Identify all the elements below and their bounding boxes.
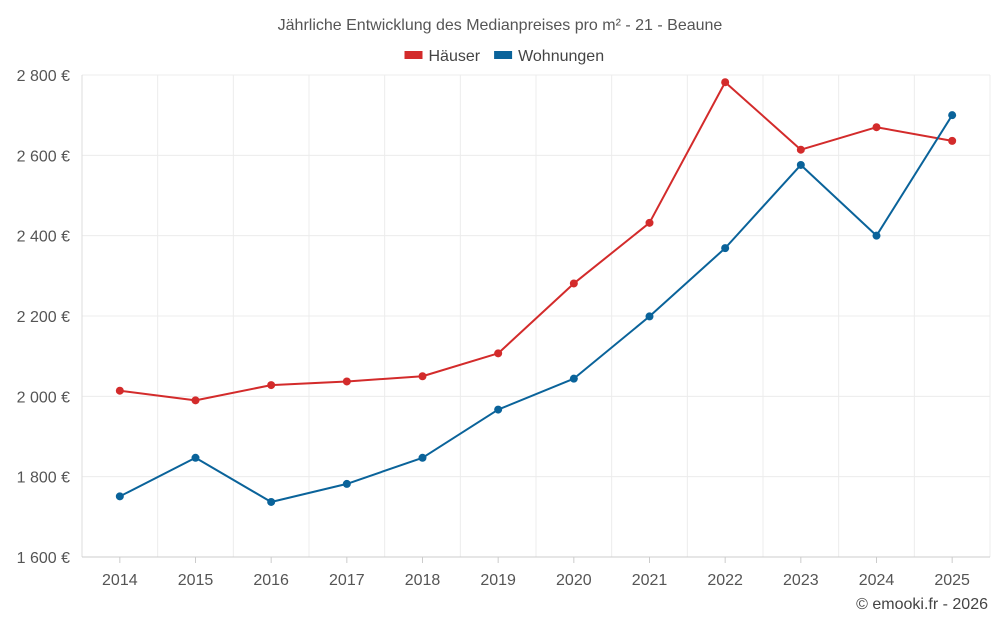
data-point	[267, 381, 276, 390]
data-point	[645, 312, 654, 321]
data-point	[267, 497, 276, 506]
chart-title: Jährliche Entwicklung des Medianpreises …	[278, 17, 723, 34]
data-point	[721, 78, 730, 87]
series-line	[119, 81, 953, 402]
series-1	[115, 111, 957, 506]
legend-label: Wohnungen	[518, 48, 604, 65]
data-point	[872, 123, 881, 132]
series-line	[119, 114, 954, 503]
legend-swatch	[404, 51, 423, 59]
data-point	[796, 160, 805, 169]
x-axis: 2014 2015 2016 2017 2018 2019 2020 2021 2022 2023…	[82, 556, 990, 589]
x-tick-label: 2020	[556, 572, 592, 589]
x-tick-label: 2023	[783, 572, 819, 589]
x-tick-label: 2022	[707, 572, 743, 589]
credit-text: © emooki.fr - 2026	[856, 596, 988, 613]
grid	[81, 74, 991, 558]
legend-swatch	[494, 51, 513, 59]
data-point	[948, 136, 957, 145]
x-tick-label: 2019	[480, 572, 516, 589]
data-point	[191, 396, 200, 405]
y-axis: 1 600 € 1 800 € 2 000 € 2 200 € 2 400 € 2 600…	[17, 68, 83, 567]
x-tick-label: 2024	[859, 572, 895, 589]
x-tick-label: 2014	[102, 572, 138, 589]
y-tick-label: 2 800 €	[17, 68, 70, 85]
data-point	[721, 244, 730, 253]
legend: Häuser Wohnungen	[404, 48, 604, 65]
data-point	[418, 453, 427, 462]
data-point	[872, 231, 881, 240]
data-point	[645, 218, 654, 227]
series-layer	[115, 78, 957, 506]
data-point	[342, 479, 351, 488]
y-tick-label: 2 000 €	[17, 389, 70, 406]
data-point	[569, 374, 578, 383]
data-point	[796, 145, 805, 154]
data-point	[569, 279, 578, 288]
y-tick-label: 1 600 €	[17, 550, 70, 567]
y-tick-label: 2 200 €	[17, 309, 70, 326]
data-point	[948, 111, 957, 120]
x-tick-label: 2015	[178, 572, 214, 589]
data-point	[115, 386, 124, 395]
y-tick-label: 2 400 €	[17, 229, 70, 246]
data-point	[494, 349, 503, 358]
x-tick-label: 2018	[405, 572, 441, 589]
x-tick-label: 2025	[934, 572, 970, 589]
data-point	[342, 377, 351, 386]
data-point	[418, 372, 427, 381]
data-point	[191, 453, 200, 462]
data-point	[494, 405, 503, 414]
series-0	[115, 78, 957, 405]
y-tick-label: 2 600 €	[17, 148, 70, 165]
x-tick-label: 2021	[632, 572, 668, 589]
x-tick-label: 2016	[253, 572, 289, 589]
y-tick-label: 1 800 €	[17, 470, 70, 487]
x-tick-label: 2017	[329, 572, 365, 589]
legend-label: Häuser	[429, 48, 481, 65]
data-point	[115, 492, 124, 501]
